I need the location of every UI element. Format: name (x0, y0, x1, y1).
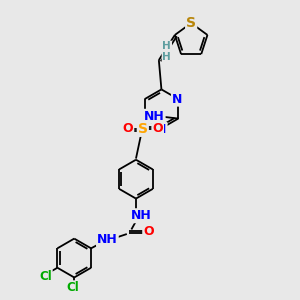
Text: N: N (172, 93, 182, 106)
Text: H: H (163, 41, 171, 51)
Text: O: O (152, 122, 163, 135)
Text: O: O (123, 122, 133, 135)
Text: NH: NH (97, 233, 118, 246)
Text: NH: NH (131, 209, 152, 222)
Text: S: S (186, 16, 196, 30)
Text: Cl: Cl (39, 270, 52, 283)
Text: O: O (143, 225, 154, 238)
Text: S: S (138, 122, 148, 136)
Text: Cl: Cl (67, 281, 80, 294)
Text: NH: NH (144, 110, 165, 123)
Text: N: N (156, 123, 167, 136)
Text: H: H (163, 52, 171, 62)
